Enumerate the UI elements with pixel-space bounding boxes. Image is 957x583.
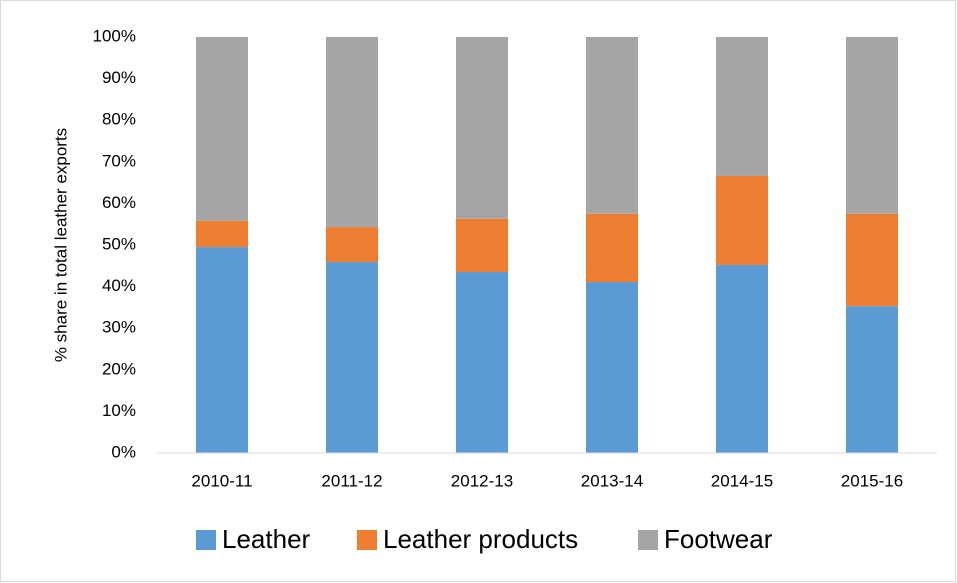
y-tick-label: 30%	[102, 318, 136, 337]
bar-segment	[846, 213, 898, 307]
y-tick-label: 100%	[93, 26, 136, 45]
bar-segment	[846, 306, 898, 453]
legend-swatch	[196, 530, 216, 550]
y-tick-label: 0%	[111, 442, 136, 461]
x-tick-label: 2010-11	[191, 471, 252, 490]
y-tick-label: 40%	[102, 276, 136, 295]
bar-segment	[586, 213, 638, 283]
x-tick-label: 2015-16	[841, 471, 903, 490]
x-tick-label: 2012-13	[451, 471, 513, 490]
y-tick-label: 90%	[102, 68, 136, 87]
y-tick-label: 50%	[102, 234, 136, 253]
x-tick-label: 2014-15	[711, 471, 773, 490]
bar-segment	[586, 37, 638, 214]
legend-swatch	[638, 530, 658, 550]
y-tick-label: 70%	[102, 151, 136, 170]
y-tick-label: 80%	[102, 110, 136, 129]
bar-segment	[716, 175, 768, 265]
bar-segment	[586, 282, 638, 453]
bar-segment	[716, 264, 768, 453]
x-tick-label: 2011-12	[321, 471, 382, 490]
bar-segment	[326, 227, 378, 263]
bar-segment	[456, 37, 508, 219]
bar-segment	[196, 247, 248, 453]
bar-segment	[196, 220, 248, 248]
legend-text: Footwear	[664, 524, 773, 554]
x-tick-label: 2013-14	[581, 471, 643, 490]
bar-segment	[716, 37, 768, 176]
bar-segment	[196, 37, 248, 221]
bar-segment	[326, 37, 378, 228]
bar-segment	[326, 262, 378, 453]
y-tick-label: 60%	[102, 193, 136, 212]
bar-segment	[846, 37, 898, 214]
legend-swatch	[357, 530, 377, 550]
bar-segment	[456, 272, 508, 453]
legend-text: Leather	[222, 524, 311, 554]
bar-segment	[456, 218, 508, 273]
y-tick-label: 20%	[102, 359, 136, 378]
y-axis-label: % share in total leather exports	[51, 128, 70, 362]
legend-text: Leather products	[383, 524, 578, 554]
y-tick-label: 10%	[102, 401, 136, 420]
